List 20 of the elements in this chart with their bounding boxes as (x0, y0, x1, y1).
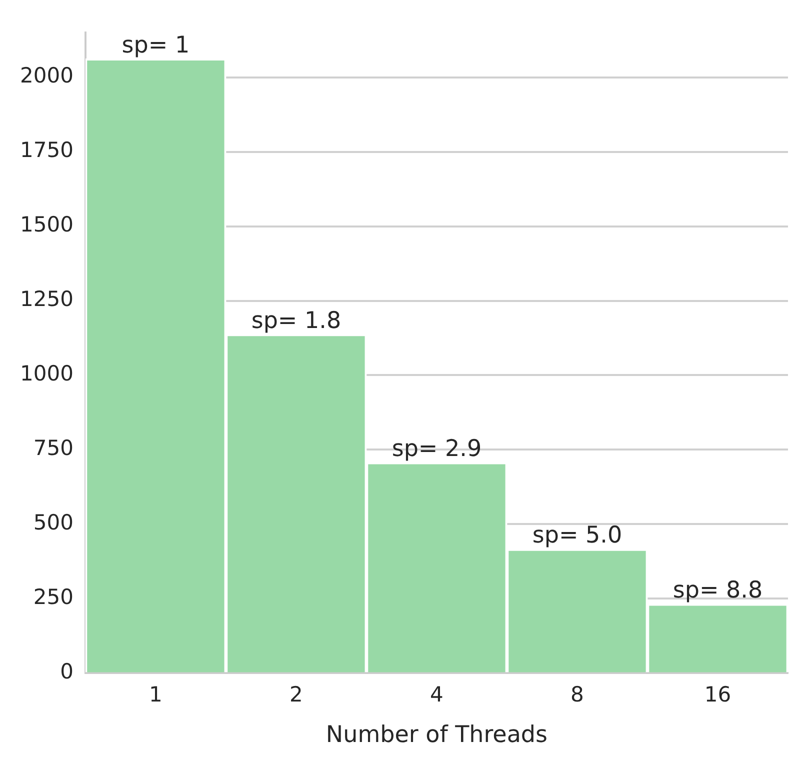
y-tick-label: 1500 (20, 212, 74, 237)
x-tick-label: 8 (570, 682, 584, 706)
x-tick-label: 4 (430, 682, 444, 706)
annotation: sp= 8.8 (672, 578, 763, 604)
y-tick-label: 0 (60, 660, 74, 684)
y-tick-label: 750 (33, 436, 74, 460)
x-tick-label: 2 (290, 682, 303, 706)
y-tick-label: 1750 (20, 138, 74, 162)
annotation: sp= 5.0 (532, 522, 622, 549)
y-tick-label: 1250 (20, 287, 74, 312)
y-tick-label: 250 (33, 585, 74, 610)
annotation: sp= 1 (122, 32, 190, 58)
annotation: sp= 1.8 (251, 308, 342, 334)
y-tick-label: 500 (33, 510, 74, 535)
x-tick-label: 16 (704, 682, 732, 706)
x-axis-title: Number of Threads (326, 722, 548, 748)
y-tick-label: 2000 (20, 64, 74, 88)
y-tick-label: 1000 (20, 362, 74, 386)
annotation: sp= 2.9 (392, 436, 482, 462)
x-tick-label: 1 (149, 682, 162, 706)
